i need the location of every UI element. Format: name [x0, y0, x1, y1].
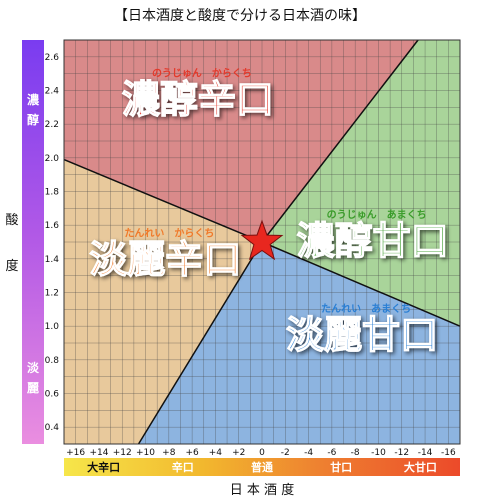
y-tick-labels: 0.4 0.6 0.8 1.0 1.2 1.4 1.6 1.8 2.0 2.2 2.4 2.6	[45, 53, 60, 433]
x-tick-label: +6	[185, 448, 199, 458]
divider-line-2	[261, 241, 461, 327]
region-1	[262, 40, 460, 327]
divider-lines	[63, 39, 461, 445]
y-tick-label: 2.0	[45, 154, 60, 164]
bottom-scale-label: 大辛口	[87, 460, 120, 474]
divider-line-3	[137, 241, 263, 445]
y-axis-label-2: 度	[5, 258, 18, 274]
center-marker	[240, 219, 284, 261]
side-top-label-2: 醇	[27, 112, 39, 127]
y-tick-label: 1.4	[45, 255, 60, 265]
region-label: 濃醇辛口	[122, 77, 274, 121]
x-tick-label: +16	[66, 448, 85, 458]
divider-line-1	[261, 39, 419, 243]
y-axis-label-1: 酸	[5, 213, 18, 228]
region-ruby: たんれい あまくち	[321, 302, 411, 315]
bottom-scale-bar	[64, 458, 460, 476]
y-tick-label: 1.8	[45, 188, 60, 198]
region-ruby: たんれい からくち	[124, 227, 214, 239]
side-scale-bar	[22, 40, 44, 444]
x-tick-label: +14	[89, 448, 108, 458]
x-tick-label: 0	[259, 448, 265, 458]
region-label: 淡麗辛口	[89, 237, 241, 281]
region-ruby: のうじゅん あまくち	[327, 208, 427, 221]
region-label: 淡麗甘口	[286, 313, 438, 357]
x-tick-label: -4	[304, 448, 313, 458]
side-bottom-label-2: 麗	[27, 381, 39, 395]
y-tick-label: 2.6	[45, 53, 60, 63]
divider-line-0	[63, 158, 263, 243]
bottom-scale-labels: 大辛口 辛口 普通 甘口 大甘口	[87, 460, 437, 474]
y-tick-label: 2.4	[45, 87, 60, 97]
x-tick-label: +10	[136, 448, 155, 458]
star-marker	[240, 219, 284, 261]
plot-frame	[63, 39, 461, 445]
x-tick-label: -14	[418, 448, 433, 458]
region-label: 濃醇甘口	[297, 219, 449, 263]
x-tick-label: +2	[232, 448, 245, 458]
region-ruby: のうじゅん からくち	[152, 67, 252, 79]
bottom-scale-label: 普通	[251, 460, 273, 474]
bottom-scale-label: 辛口	[172, 460, 194, 474]
x-tick-label: +4	[209, 448, 223, 458]
y-tick-label: 1.0	[45, 322, 60, 332]
bottom-scale-label: 甘口	[330, 460, 352, 474]
chart-title: 【日本酒度と酸度で分ける日本酒の味】	[114, 8, 366, 24]
x-tick-label: -16	[441, 448, 456, 458]
y-tick-label: 0.6	[45, 390, 60, 400]
x-tick-label: +12	[113, 448, 132, 458]
x-tick-labels: +16 +14 +12 +10 +8 +6 +4 +2 0 -2 -4 -6 -8 -10 -12 -14 -1…	[66, 448, 456, 458]
side-bottom-label-1: 淡	[27, 361, 40, 375]
x-axis-label: 日 本 酒 度	[230, 482, 294, 498]
y-tick-label: 0.4	[45, 423, 60, 433]
y-tick-label: 1.2	[45, 289, 59, 299]
region-3	[64, 159, 262, 444]
x-tick-label: -12	[394, 448, 409, 458]
side-top-label-1: 濃	[27, 92, 40, 107]
bottom-scale-label: 大甘口	[404, 460, 437, 474]
x-tick-label: -2	[281, 448, 290, 458]
y-tick-label: 2.2	[45, 120, 59, 130]
x-tick-label: -10	[371, 448, 386, 458]
x-tick-label: -6	[327, 448, 336, 458]
x-tick-label: -8	[351, 448, 360, 458]
x-tick-label: +8	[162, 448, 176, 458]
y-tick-label: 0.8	[45, 356, 60, 366]
y-tick-label: 1.6	[45, 221, 60, 231]
